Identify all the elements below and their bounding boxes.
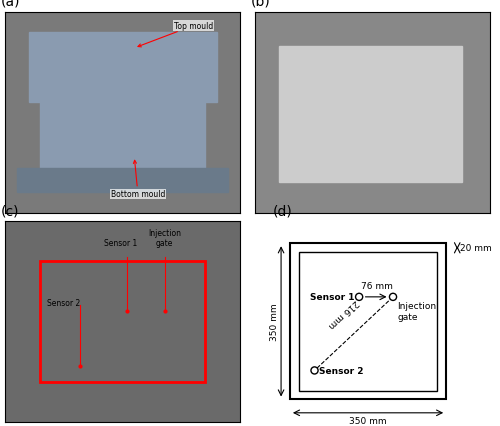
- Bar: [28, 33, 216, 103]
- Text: Injection
gate: Injection gate: [148, 228, 182, 248]
- Circle shape: [356, 294, 362, 301]
- Text: Sensor 2: Sensor 2: [319, 366, 364, 375]
- Text: Sensor 2: Sensor 2: [48, 299, 80, 308]
- Text: 350 mm: 350 mm: [270, 303, 279, 340]
- Bar: [40, 262, 205, 382]
- Text: Sensor 1: Sensor 1: [104, 239, 137, 248]
- Text: (a): (a): [0, 0, 20, 9]
- Text: 216 mm: 216 mm: [326, 297, 360, 329]
- Bar: [278, 47, 462, 183]
- Text: Sensor 1: Sensor 1: [310, 293, 354, 302]
- Text: 350 mm: 350 mm: [349, 416, 387, 426]
- Text: (d): (d): [273, 204, 292, 218]
- Bar: [290, 244, 446, 400]
- Circle shape: [311, 367, 318, 374]
- Text: Bottom mould: Bottom mould: [111, 161, 165, 199]
- Bar: [17, 169, 228, 193]
- Circle shape: [390, 294, 396, 301]
- Text: 20 mm: 20 mm: [460, 244, 492, 253]
- Text: 76 mm: 76 mm: [361, 282, 393, 291]
- Text: Top mould: Top mould: [138, 22, 214, 48]
- Text: (c): (c): [0, 204, 19, 218]
- Bar: [40, 103, 205, 173]
- Text: (b): (b): [250, 0, 270, 9]
- Bar: [299, 253, 437, 391]
- Text: Injection
gate: Injection gate: [398, 302, 436, 321]
